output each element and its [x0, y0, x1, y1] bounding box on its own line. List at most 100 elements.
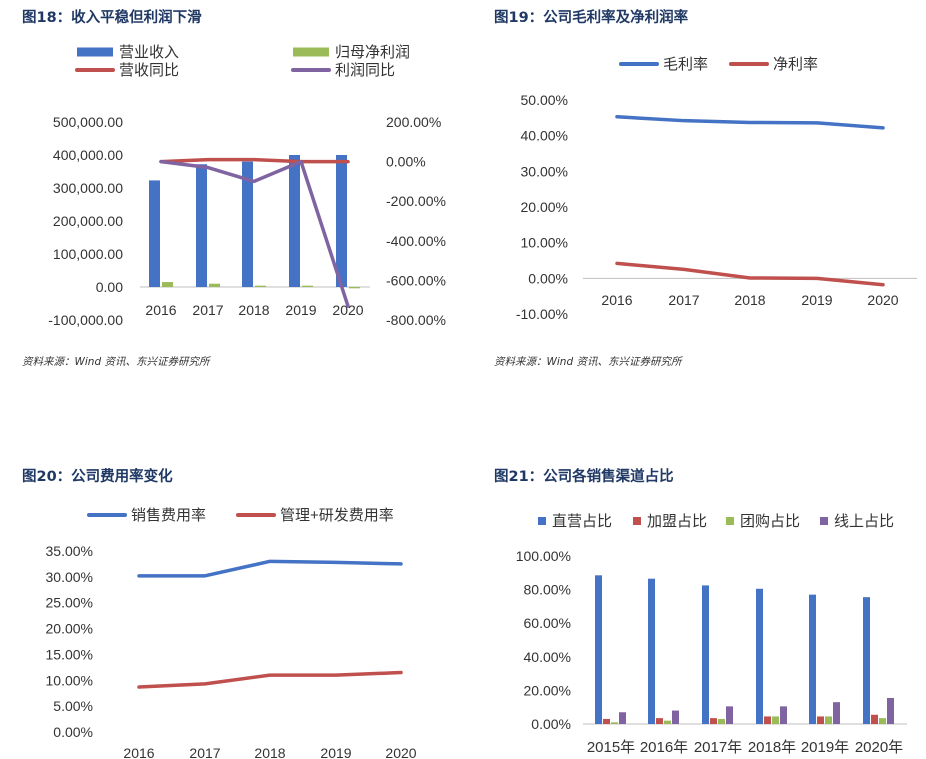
chart18-right-tick-label: -200.00%: [386, 193, 446, 209]
chart20-legend-label: 管理+研发费用率: [280, 507, 394, 524]
chart18-x-tick-label: 2016: [145, 302, 176, 318]
chart18-profit-bar: [162, 282, 173, 287]
chart20-y-tick-label: 0.00%: [53, 724, 93, 740]
chart21-direct-bar: [863, 597, 870, 724]
chart18-legend-label: 利润同比: [335, 62, 395, 79]
chart18-right-tick-label: -600.00%: [386, 272, 446, 288]
chart18-legend-label: 营业收入: [119, 44, 179, 61]
chart18-right-tick-label: -800.00%: [386, 312, 446, 328]
chart21-direct-bar: [595, 575, 602, 724]
chart18-revenue-bar: [149, 180, 160, 287]
chart18-profit-yoy-line: [159, 159, 350, 308]
chart18-x-tick-label: 2018: [238, 302, 269, 318]
chart20-x-tick-label: 2018: [254, 745, 285, 759]
chart18-revenue-bar: [196, 164, 207, 287]
chart18-profit-bar: [349, 287, 360, 289]
chart20-y-tick-label: 35.00%: [46, 543, 93, 559]
chart21-legend-label: 直营占比: [552, 513, 612, 530]
chart18-profit-bar: [255, 285, 266, 287]
chart20-sales-expense-line: [137, 559, 403, 578]
chart18-right-tick-label: -400.00%: [386, 233, 446, 249]
chart20-x-tick-label: 2017: [189, 745, 220, 759]
chart21-y-tick-label: 20.00%: [524, 682, 571, 698]
chart18-left-tick-label: 300,000.00: [53, 180, 123, 196]
chart21-group-buy-bar: [611, 722, 618, 724]
chart20-admin-rd-expense-line: [137, 670, 403, 689]
chart19-x-tick-label: 2016: [601, 292, 632, 308]
chart21-franchise-bar: [656, 718, 663, 724]
chart19-title: 图19：公司毛利率及净利润率: [494, 10, 689, 26]
chart21-y-tick-label: 60.00%: [524, 615, 571, 631]
chart21-online-bar: [619, 712, 626, 724]
chart21-x-tick-label: 2019年: [801, 739, 849, 756]
chart18-legend-swatch: [293, 47, 329, 57]
chart21-y-tick-label: 0.00%: [531, 716, 571, 732]
chart20-x-tick-label: 2016: [123, 745, 154, 759]
chart20-x-tick-label: 2020: [385, 745, 416, 759]
chart20-y-tick-label: 20.00%: [46, 621, 93, 637]
chart18-left-tick-label: 500,000.00: [53, 114, 123, 130]
chart21-group-buy-bar: [718, 718, 725, 724]
chart18-left-tick-label: 200,000.00: [53, 213, 123, 229]
chart19-y-tick-label: 20.00%: [521, 199, 568, 215]
chart19-y-tick-label: 0.00%: [528, 270, 568, 286]
chart21-y-tick-label: 40.00%: [524, 649, 571, 665]
chart21-legend-swatch: [633, 517, 641, 525]
chart21-franchise-bar: [817, 716, 824, 724]
chart21-title: 图21：公司各销售渠道占比: [494, 469, 674, 485]
chart21-group-buy-bar: [825, 716, 832, 724]
chart21-online-bar: [887, 697, 894, 724]
chart18-revenue-yoy-line: [159, 157, 350, 164]
chart21-x-tick-label: 2017年: [694, 739, 742, 756]
chart21-legend-swatch: [538, 517, 546, 525]
chart21-online-bar: [780, 706, 787, 724]
chart18-right-tick-label: 200.00%: [386, 114, 441, 130]
chart21-direct-bar: [648, 578, 655, 724]
chart21-group-buy-bar: [664, 720, 671, 724]
chart21-legend-swatch: [820, 517, 828, 525]
chart19-y-tick-label: 10.00%: [521, 235, 568, 251]
chart18-source: 资料来源：Wind 资讯、东兴证券研究所: [22, 356, 210, 368]
chart21-franchise-bar: [603, 718, 610, 724]
chart18-x-tick-label: 2019: [285, 302, 316, 318]
chart18-left-tick-label: 100,000.00: [53, 246, 123, 262]
chart21-franchise-bar: [710, 718, 717, 724]
chart19-x-tick-label: 2018: [734, 292, 765, 308]
chart21-direct-bar: [702, 585, 709, 724]
chart18-revenue-bar: [289, 155, 300, 287]
chart20-y-tick-label: 15.00%: [46, 646, 93, 662]
chart21-direct-bar: [756, 588, 763, 724]
chart19-y-tick-label: 50.00%: [521, 92, 568, 108]
chart18-x-tick-label: 2017: [192, 302, 223, 318]
chart20-title: 图20：公司费用率变化: [22, 469, 173, 485]
chart18-legend-swatch: [77, 47, 113, 57]
chart21-x-tick-label: 2018年: [748, 739, 796, 756]
chart18-title: 图18：收入平稳但利润下滑: [22, 10, 202, 26]
chart18-profit-bar: [209, 283, 220, 287]
chart18-profit-bar: [302, 285, 313, 287]
chart19-legend-label: 净利率: [773, 56, 818, 73]
chart21-franchise-bar: [871, 714, 878, 724]
chart21-x-tick-label: 2015年: [587, 739, 635, 756]
chart18-left-tick-label: 0.00: [96, 279, 123, 295]
chart18-left-tick-label: -100,000.00: [48, 312, 123, 328]
chart18-x-tick-label: 2020: [332, 302, 363, 318]
chart20-y-tick-label: 10.00%: [46, 672, 93, 688]
chart21-franchise-bar: [764, 716, 771, 724]
chart19-y-tick-label: 30.00%: [521, 163, 568, 179]
chart21-online-bar: [833, 702, 840, 724]
chart20-y-tick-label: 25.00%: [46, 595, 93, 611]
chart21-x-tick-label: 2020年: [855, 739, 903, 756]
chart21-group-buy-bar: [879, 718, 886, 724]
chart21-online-bar: [726, 706, 733, 724]
chart21-group-buy-bar: [772, 716, 779, 724]
chart19-x-tick-label: 2017: [668, 292, 699, 308]
chart18-left-tick-label: 400,000.00: [53, 147, 123, 163]
chart20-y-tick-label: 5.00%: [53, 698, 93, 714]
chart21-legend-swatch: [726, 517, 734, 525]
chart20-legend-label: 销售费用率: [131, 507, 206, 524]
chart21-legend-label: 团购占比: [740, 513, 800, 530]
chart21-legend-label: 线上占比: [834, 513, 894, 530]
chart21-online-bar: [672, 710, 679, 724]
